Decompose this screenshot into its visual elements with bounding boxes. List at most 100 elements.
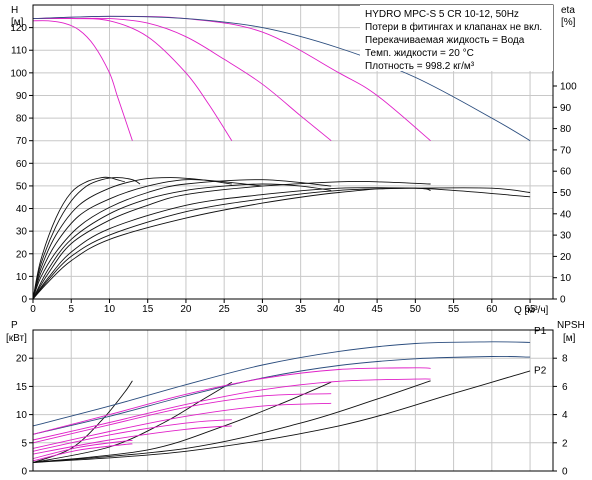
eta-tick-label: 40 [560, 209, 572, 220]
head-curve [33, 17, 332, 142]
p1-curve [32, 419, 232, 452]
lower-right-label-1: NPSH [557, 320, 585, 331]
eta-curve [32, 187, 531, 300]
upper-h-axis: 0 10 20 30 40 50 60 70 80 90 100 110 120 [10, 23, 33, 306]
npsh-tick-label: 2 [562, 438, 568, 449]
lower-grid [32, 330, 553, 472]
p1-curve [32, 439, 133, 460]
eta-curve [32, 179, 332, 300]
info-line-4: Плотность = 998.2 кг/м³ [365, 61, 475, 72]
eta-curve [32, 177, 232, 300]
p2-curve [32, 443, 133, 462]
lower-left-label-2: [кВт] [6, 333, 27, 344]
lower-npsh-axis: 0 2 4 6 8 [553, 354, 568, 478]
upper-right-label-2: [%] [561, 17, 576, 28]
h-tick-label: 0 [21, 295, 27, 306]
upper-eta-axis: 0 10 20 30 40 50 60 70 80 90 100 [553, 82, 577, 306]
npsh-tick-label: 0 [562, 467, 568, 478]
info-title: HYDRO MPC-S 5 CR 10-12, 50Hz [365, 9, 519, 20]
eta-tick-label: 30 [560, 231, 572, 242]
q-tick-label: 45 [372, 304, 384, 315]
h-tick-label: 90 [16, 91, 28, 102]
q-tick-label: 5 [68, 304, 74, 315]
h-tick-label: 20 [16, 249, 28, 260]
eta-tick-label: 90 [560, 103, 572, 114]
info-line-2: Перекачиваемая жидкость = Вода [365, 35, 525, 46]
p2-curve [32, 378, 431, 441]
lower-p-axis: 0 5 10 15 20 [16, 354, 33, 478]
h-tick-label: 80 [16, 114, 28, 125]
h-tick-label: 60 [16, 159, 28, 170]
q-tick-label: 25 [219, 304, 231, 315]
q-tick-label: 40 [333, 304, 345, 315]
eta-curve [32, 187, 531, 300]
eta-curve [32, 183, 332, 300]
lower-left-label-1: P [11, 320, 18, 331]
p-tick-label: 5 [21, 438, 27, 449]
x-axis-label: Q [м³/ч] [514, 305, 549, 316]
p-tick-label: 20 [16, 354, 28, 365]
h-tick-label: 40 [16, 204, 28, 215]
q-tick-label: 50 [410, 304, 422, 315]
p-tick-label: 15 [16, 382, 28, 393]
q-tick-label: 55 [448, 304, 460, 315]
npsh-curve [32, 380, 431, 463]
eta-tick-label: 20 [560, 252, 572, 263]
eta-tick-label: 100 [560, 82, 577, 93]
eta-curve [32, 176, 125, 300]
eta-tick-label: 0 [560, 295, 566, 306]
eta-tick-label: 10 [560, 273, 572, 284]
q-tick-label: 20 [180, 304, 192, 315]
p1-curve [32, 367, 431, 435]
eta-tick-label: 60 [560, 167, 572, 178]
q-axis: 0 5 10 15 20 25 30 35 40 45 50 55 60 65 [30, 299, 536, 315]
lower-curves [32, 341, 531, 463]
q-tick-label: 30 [257, 304, 269, 315]
h-tick-label: 70 [16, 136, 28, 147]
p1-label: P1 [534, 326, 547, 337]
q-tick-label: 0 [30, 304, 36, 315]
info-box [360, 5, 553, 71]
h-tick-label: 100 [10, 68, 27, 79]
eta-tick-label: 80 [560, 124, 572, 135]
p2-curve [32, 402, 332, 449]
lower-right-label-2: [м] [563, 333, 576, 344]
p2-label: P2 [534, 365, 547, 376]
p1-curve [32, 393, 332, 444]
eta-curve [32, 187, 431, 300]
p2-curve [32, 355, 531, 435]
head-curve [32, 17, 233, 141]
q-tick-label: 15 [142, 304, 154, 315]
npsh-tick-label: 8 [562, 354, 568, 365]
h-tick-label: 110 [11, 46, 27, 57]
q-tick-label: 65 [524, 304, 536, 315]
q-tick-label: 35 [295, 304, 307, 315]
q-tick-label: 10 [104, 304, 116, 315]
h-tick-label: 120 [10, 23, 27, 34]
p-tick-label: 10 [16, 410, 28, 421]
upper-right-label-1: eta [561, 5, 575, 16]
lower-plot-frame [32, 329, 554, 472]
p1-curve [32, 341, 531, 427]
info-line-1: Потери в фитингах и клапанах не вкл. [365, 21, 542, 33]
npsh-curve [32, 381, 233, 463]
eta-curve [32, 177, 141, 300]
upper-curves [32, 15, 531, 300]
upper-plot-frame [32, 4, 554, 300]
eta-tick-label: 70 [560, 145, 572, 156]
h-tick-label: 10 [16, 272, 28, 283]
q-tick-label: 60 [486, 304, 498, 315]
p-tick-label: 0 [21, 467, 27, 478]
h-tick-label: 30 [16, 227, 28, 238]
npsh-curve [32, 381, 332, 463]
info-line-3: Темп. жидкости = 20 °С [365, 48, 474, 59]
eta-curve [32, 179, 263, 300]
head-curve [32, 15, 531, 142]
npsh-tick-label: 6 [562, 382, 568, 393]
h-tick-label: 50 [16, 181, 28, 192]
npsh-curve [32, 370, 531, 463]
upper-left-label-1: H [11, 5, 18, 16]
upper-left-label-2: [м] [11, 17, 24, 28]
eta-curve [32, 180, 431, 300]
